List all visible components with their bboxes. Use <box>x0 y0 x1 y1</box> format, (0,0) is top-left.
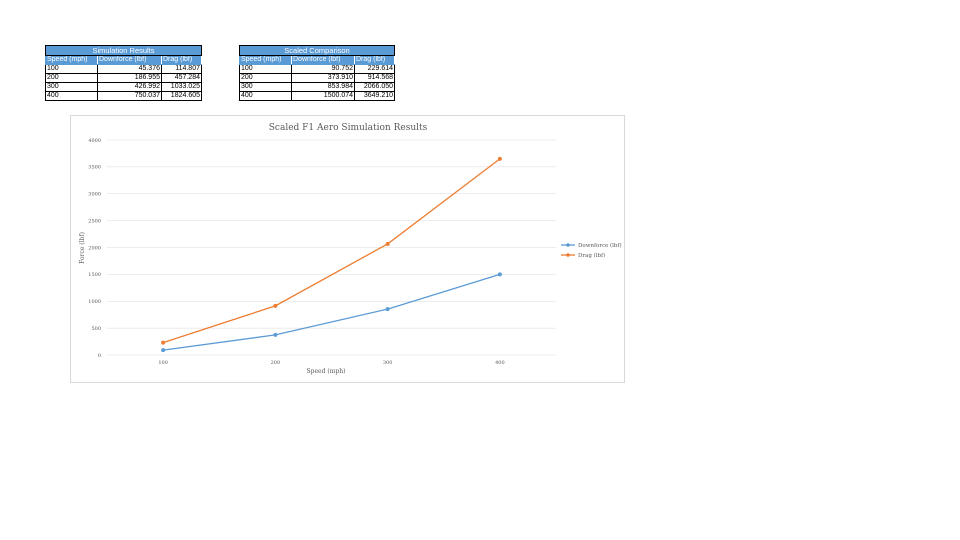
y-tick-label: 0 <box>98 353 101 359</box>
cell-drag[interactable]: 2066.050 <box>353 82 396 92</box>
cell-downforce[interactable]: 373.910 <box>291 73 355 83</box>
cell-downforce[interactable]: 1500.074 <box>291 91 355 101</box>
data-point <box>273 303 278 308</box>
data-point <box>385 307 390 312</box>
data-point <box>273 332 278 337</box>
y-tick-label: 500 <box>91 326 101 332</box>
data-point <box>497 272 502 277</box>
data-point <box>385 241 390 246</box>
cell-drag[interactable]: 1824.605 <box>161 91 202 101</box>
column-header-drag: Drag (lbf) <box>353 55 396 65</box>
scaled-comparison-table: Scaled Comparison Speed (mph) Downforce … <box>238 45 396 101</box>
y-tick-label: 4000 <box>88 138 101 144</box>
y-tick-label: 2000 <box>88 245 101 251</box>
table-row: 200 186.955 457.284 <box>45 73 202 83</box>
y-tick-label: 2500 <box>88 218 101 224</box>
series-lines <box>161 156 502 353</box>
cell-speed[interactable]: 300 <box>239 82 292 92</box>
cell-speed[interactable]: 100 <box>45 64 98 74</box>
data-point <box>161 348 166 353</box>
data-point <box>161 340 166 345</box>
table-row: 100 45.376 114.807 <box>45 64 202 74</box>
table-row: 200 373.910 914.568 <box>239 73 396 83</box>
line-chart[interactable]: Scaled F1 Aero Simulation Results 0 500 10… <box>70 115 625 383</box>
cell-drag[interactable]: 1033.025 <box>161 82 202 92</box>
cell-downforce[interactable]: 750.037 <box>97 91 162 101</box>
gridlines <box>107 139 556 356</box>
cell-speed[interactable]: 400 <box>239 91 292 101</box>
cell-drag[interactable]: 229.614 <box>353 64 396 74</box>
cell-speed[interactable]: 200 <box>45 73 98 83</box>
y-tick-label: 1000 <box>88 299 101 305</box>
series-line-0 <box>163 273 501 351</box>
x-tick-label: 100 <box>158 360 168 366</box>
chart-canvas: Scaled F1 Aero Simulation Results 0 500 10… <box>79 123 622 375</box>
cell-speed[interactable]: 400 <box>45 91 98 101</box>
y-tick-label: 3500 <box>88 165 101 171</box>
chart-title: Scaled F1 Aero Simulation Results <box>269 123 428 133</box>
x-axis-ticks: 100 200 300 400 <box>158 360 504 366</box>
legend-marker <box>566 253 570 257</box>
column-header-drag: Drag (lbf) <box>161 55 202 65</box>
legend-marker <box>566 243 570 247</box>
simulation-results-table: Simulation Results Speed (mph) Downforce… <box>45 45 202 101</box>
y-tick-label: 3000 <box>88 192 101 198</box>
cell-downforce[interactable]: 90.752 <box>291 64 355 74</box>
y-axis-ticks: 0 500 1000 1500 2000 2500 3000 3500 4000 <box>88 138 101 359</box>
series-line-1 <box>162 158 501 344</box>
column-header-downforce: Downforce (lbf) <box>97 55 162 65</box>
cell-speed[interactable]: 100 <box>239 64 292 74</box>
table-title: Simulation Results <box>45 45 202 56</box>
x-tick-label: 400 <box>495 360 505 366</box>
column-header-speed: Speed (mph) <box>239 55 292 65</box>
cell-drag[interactable]: 914.568 <box>353 73 396 83</box>
table-title: Scaled Comparison <box>238 45 396 56</box>
x-axis-title: Speed (mph) <box>307 368 346 375</box>
table-row: 400 1500.074 3649.210 <box>239 91 396 101</box>
cell-speed[interactable]: 300 <box>45 82 98 92</box>
legend: Downforce (lbf) Drag (lbf) <box>561 242 622 259</box>
table-row: 300 853.984 2066.050 <box>239 82 396 92</box>
table-row: 100 90.752 229.614 <box>239 64 396 74</box>
x-tick-label: 300 <box>383 360 393 366</box>
y-axis-title: Force (lbf) <box>79 232 86 264</box>
cell-downforce[interactable]: 853.984 <box>291 82 355 92</box>
column-header-downforce: Downforce (lbf) <box>291 55 355 65</box>
legend-label: Drag (lbf) <box>578 252 605 259</box>
cell-downforce[interactable]: 186.955 <box>97 73 162 83</box>
table-row: 300 426.992 1033.025 <box>45 82 202 92</box>
legend-label: Downforce (lbf) <box>578 242 622 249</box>
y-tick-label: 1500 <box>88 272 101 278</box>
cell-downforce[interactable]: 45.376 <box>97 64 162 74</box>
cell-drag[interactable]: 3649.210 <box>353 91 396 101</box>
cell-downforce[interactable]: 426.992 <box>97 82 162 92</box>
data-point <box>497 156 502 161</box>
cell-drag[interactable]: 457.284 <box>161 73 202 83</box>
table-row: 400 750.037 1824.605 <box>45 91 202 101</box>
column-header-speed: Speed (mph) <box>45 55 98 65</box>
cell-drag[interactable]: 114.807 <box>161 64 202 74</box>
x-tick-label: 200 <box>271 360 281 366</box>
cell-speed[interactable]: 200 <box>239 73 292 83</box>
